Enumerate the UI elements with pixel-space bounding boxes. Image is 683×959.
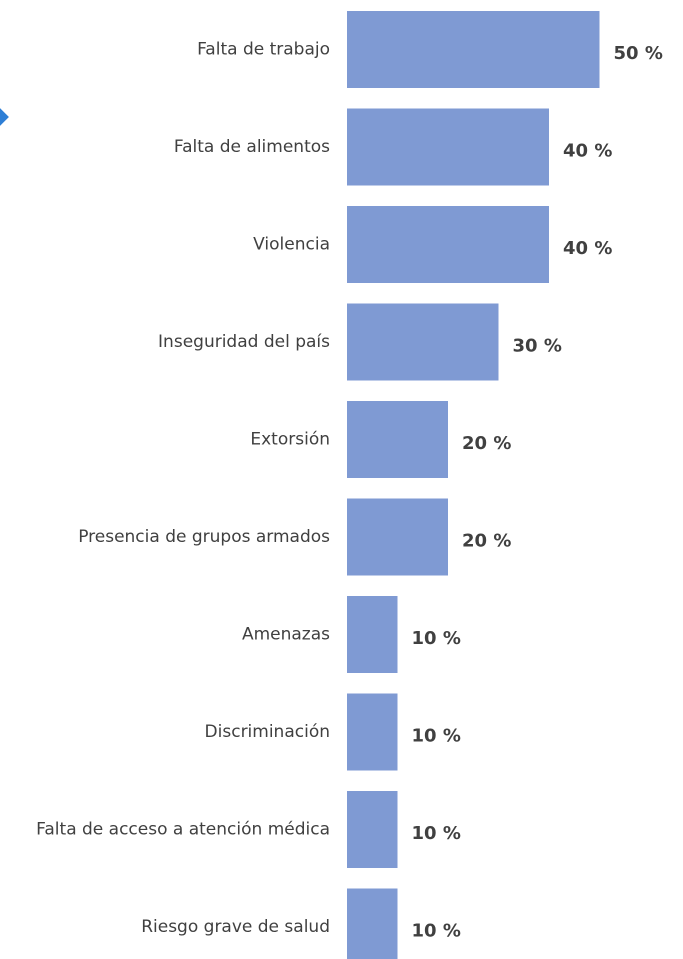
category-label: Riesgo grave de salud xyxy=(141,917,330,937)
value-label: 40 % xyxy=(563,141,612,162)
value-label: 10 % xyxy=(412,823,461,844)
category-label: Falta de acceso a atención médica xyxy=(36,820,330,840)
value-label: 20 % xyxy=(462,531,511,552)
bar xyxy=(347,401,448,478)
category-label: Violencia xyxy=(253,235,330,255)
bar xyxy=(347,791,398,868)
bar xyxy=(347,888,398,959)
value-label: 10 % xyxy=(412,726,461,747)
category-label: Falta de trabajo xyxy=(197,40,330,60)
value-label: 50 % xyxy=(614,43,663,64)
bar xyxy=(347,206,549,283)
category-label: Discriminación xyxy=(205,722,330,742)
value-label: 10 % xyxy=(412,628,461,649)
bar xyxy=(347,498,448,576)
bar xyxy=(347,596,398,673)
value-label: 10 % xyxy=(412,921,461,942)
category-label: Inseguridad del país xyxy=(158,332,330,352)
bar xyxy=(347,108,549,186)
category-label: Extorsión xyxy=(250,430,330,450)
category-label: Amenazas xyxy=(242,625,330,645)
category-label: Falta de alimentos xyxy=(174,137,330,157)
value-label: 30 % xyxy=(513,336,562,357)
bar xyxy=(347,11,600,88)
bar xyxy=(347,693,398,771)
value-label: 40 % xyxy=(563,238,612,259)
category-label: Presencia de grupos armados xyxy=(78,527,330,547)
bar xyxy=(347,303,499,381)
value-label: 20 % xyxy=(462,433,511,454)
